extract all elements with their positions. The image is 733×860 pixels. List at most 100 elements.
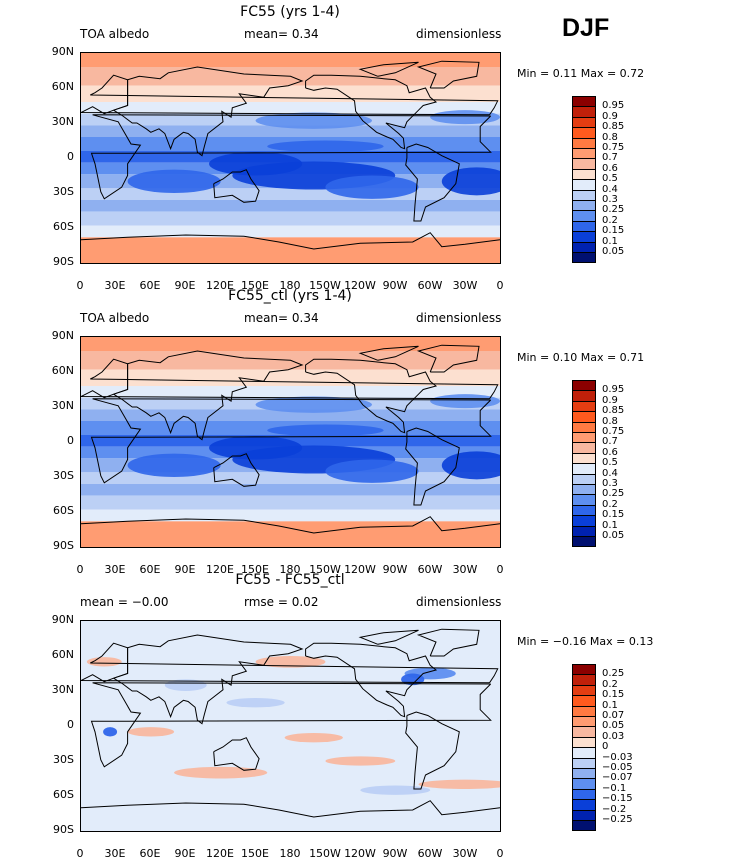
albedo-blob	[209, 436, 303, 460]
lat-tick-label: 90S	[53, 539, 74, 552]
legend-level-label: 0.05	[602, 530, 625, 541]
albedo-blob	[255, 396, 372, 413]
albedo-band	[81, 211, 500, 226]
legend-level-label: 0.7	[602, 436, 618, 448]
lon-tick-label: 90E	[174, 847, 196, 860]
lon-tick-label: 30E	[104, 847, 126, 860]
legend-level-label: 0.07	[602, 710, 625, 721]
units-label: dimensionless	[416, 311, 502, 325]
lon-tick-label: 150E	[241, 847, 269, 860]
lon-tick-label: 90W	[382, 847, 408, 860]
legend-level-label: 0.75	[602, 142, 625, 153]
albedo-band	[81, 521, 500, 547]
coastline	[405, 711, 460, 790]
coastline	[305, 642, 438, 718]
panel-title: FC55 (yrs 1-4)	[240, 4, 340, 20]
legend-swatch	[572, 536, 596, 548]
albedo-band	[81, 484, 500, 496]
albedo-blob	[255, 112, 372, 129]
legend-level-label: 0.25	[602, 204, 625, 216]
difference-blob	[226, 698, 285, 708]
lon-tick-label: 0	[76, 563, 84, 576]
lon-tick-label: 90W	[382, 279, 408, 292]
lon-tick-label: 120W	[344, 279, 376, 292]
lon-tick-label: 30W	[452, 279, 478, 292]
panel-title: FC55_ctl (yrs 1-4)	[228, 288, 352, 304]
legend-level-label: 0.2	[602, 498, 618, 510]
lon-tick-label: 0	[496, 563, 504, 576]
lon-tick-label: 60E	[139, 279, 161, 292]
legend-level-label: 0.05	[602, 720, 625, 732]
lat-tick-label: 30S	[53, 753, 74, 766]
albedo-blob	[267, 140, 384, 153]
albedo-band	[81, 125, 500, 137]
legend-level-label: −0.2	[602, 803, 627, 815]
map-difference	[80, 620, 501, 832]
lon-tick-label: 30E	[104, 279, 126, 292]
mean-label: mean = −0.00	[80, 595, 169, 609]
lon-tick-label: 90W	[382, 563, 408, 576]
albedo-band	[81, 188, 500, 200]
coastline	[213, 453, 260, 487]
legend-level-label: 0.3	[602, 194, 618, 205]
lon-tick-label: 120W	[344, 847, 376, 860]
coastline	[416, 60, 480, 89]
lat-tick-label: 30S	[53, 469, 74, 482]
lat-tick-label: 90N	[51, 45, 74, 58]
albedo-blob	[441, 451, 500, 480]
lon-tick-label: 150E	[241, 563, 269, 576]
variable-label: TOA albedo	[80, 27, 150, 41]
lat-tick-label: 0	[67, 150, 74, 163]
legend-level-label: 0.15	[602, 509, 625, 521]
lon-tick-label: 30E	[104, 563, 126, 576]
coastline	[81, 642, 499, 684]
coastline	[213, 169, 260, 203]
legend-level-label: 0.1	[602, 519, 618, 531]
albedo-blob	[325, 459, 419, 483]
coastline	[81, 358, 499, 400]
lon-tick-label: 0	[76, 847, 84, 860]
legend-level-label: 0.85	[602, 121, 625, 133]
coastline	[81, 232, 500, 250]
legend-swatch	[572, 252, 596, 264]
albedo-blob	[325, 175, 419, 199]
lon-tick-label: 90E	[174, 279, 196, 292]
lat-tick-label: 60S	[53, 504, 74, 517]
albedo-band	[81, 386, 500, 398]
coastline	[405, 143, 460, 222]
coastline	[358, 629, 419, 645]
legend-level-label: 0.03	[602, 730, 625, 742]
coastline	[416, 344, 480, 373]
lat-tick-label: 30S	[53, 185, 74, 198]
legend-level-label: 0.75	[602, 426, 625, 437]
lat-tick-label: 90N	[51, 329, 74, 342]
lon-tick-label: 120E	[206, 847, 234, 860]
panel-fc55: FC55 (yrs 1-4) TOA albedo mean= 0.34 dim…	[0, 4, 733, 292]
panel-title: FC55 - FC55_ctl	[235, 572, 345, 588]
legend-level-label: −0.03	[602, 751, 633, 763]
units-label: dimensionless	[416, 27, 502, 41]
difference-blob	[127, 727, 175, 737]
legend-level-label: 0.95	[602, 100, 625, 112]
legend-level-label: −0.15	[602, 793, 633, 805]
coastline	[358, 345, 419, 361]
albedo-blob	[430, 110, 500, 125]
difference-blob	[255, 656, 326, 668]
coastline	[113, 350, 304, 441]
legend-level-label: 0.05	[602, 246, 625, 257]
legend-level-label: 0.1	[602, 699, 618, 711]
lat-tick-label: 0	[67, 718, 74, 731]
lon-tick-label: 120E	[206, 279, 234, 292]
min-max-label: Min = 0.11 Max = 0.72	[517, 67, 645, 80]
min-max-label: Min = −0.16 Max = 0.13	[517, 635, 654, 648]
legend-level-label: 0.5	[602, 457, 618, 469]
lon-tick-label: 180	[279, 279, 301, 292]
map-canvas	[81, 337, 500, 547]
legend-level-label: −0.07	[602, 772, 633, 784]
lat-tick-label: 60N	[51, 364, 74, 377]
lat-tick-label: 30N	[51, 115, 74, 128]
legend-level-label: 0.25	[602, 668, 625, 680]
legend-level-label: 0.6	[602, 162, 618, 174]
legend-level-label: 0.85	[602, 405, 625, 417]
legend-level-label: 0.9	[602, 110, 618, 122]
